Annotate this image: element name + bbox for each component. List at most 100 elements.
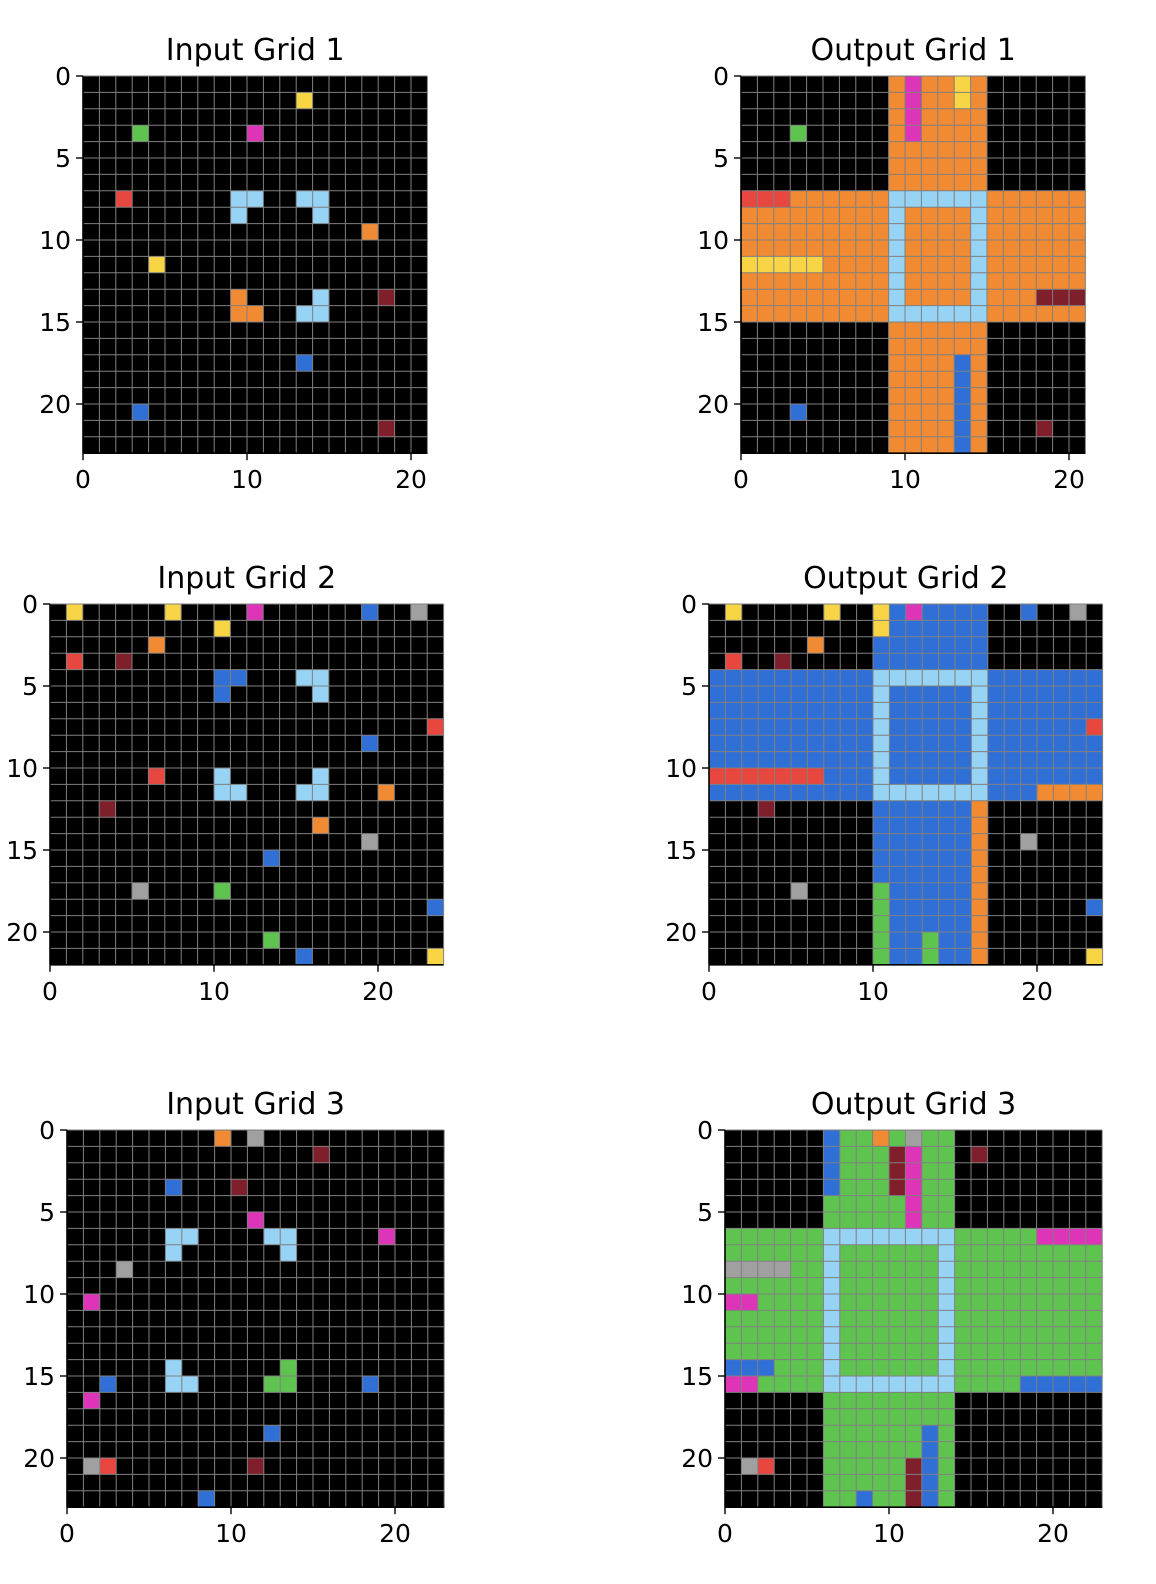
grid-cell bbox=[1036, 272, 1053, 290]
grid-cell bbox=[905, 1294, 922, 1311]
grid-cell bbox=[971, 1146, 988, 1163]
grid-cell bbox=[741, 669, 759, 686]
grid-cell bbox=[1020, 784, 1037, 801]
grid-cell bbox=[905, 1195, 922, 1212]
grid-cell bbox=[1037, 768, 1054, 785]
grid-cell bbox=[807, 1228, 824, 1245]
grid-cell bbox=[889, 1392, 906, 1409]
grid-cell bbox=[773, 272, 791, 290]
grid-cell bbox=[873, 768, 890, 785]
grid-cell bbox=[905, 817, 923, 834]
y-tick-label: 0 bbox=[697, 1116, 713, 1145]
grid-cell bbox=[214, 620, 231, 637]
grid-cell bbox=[889, 702, 906, 719]
grid-cell bbox=[938, 1376, 955, 1393]
grid-cell bbox=[922, 899, 939, 916]
grid-cell bbox=[427, 899, 444, 916]
grid-cell bbox=[1085, 1326, 1103, 1344]
grid-cell bbox=[1019, 256, 1037, 273]
grid-panel-4: Output Grid 2 0 10 20 0 5 10 15 20 bbox=[665, 561, 1104, 1006]
grid-cell bbox=[1052, 190, 1069, 208]
grid-cell bbox=[1020, 669, 1037, 686]
grid-cell bbox=[280, 1228, 297, 1245]
grid-cell bbox=[889, 800, 906, 818]
grid-cell bbox=[807, 702, 824, 719]
grid-cell bbox=[823, 784, 841, 801]
grid-cell bbox=[855, 272, 873, 290]
grid-cell bbox=[773, 223, 791, 240]
grid-cell bbox=[1020, 1261, 1037, 1278]
grid-cell bbox=[987, 1261, 1004, 1278]
grid-cell bbox=[823, 686, 841, 703]
grid-cell bbox=[970, 387, 987, 404]
grid-cell bbox=[954, 190, 971, 208]
grid-cell bbox=[938, 1195, 955, 1212]
grid-cell bbox=[757, 305, 774, 322]
grid-cell bbox=[971, 1310, 988, 1327]
grid-cell bbox=[1053, 1376, 1070, 1393]
grid-cell bbox=[905, 604, 923, 621]
grid-cell bbox=[839, 1359, 857, 1376]
grid-cell bbox=[791, 686, 808, 703]
grid-cell bbox=[888, 387, 905, 404]
grid-cell bbox=[839, 1343, 857, 1360]
grid-cell bbox=[938, 620, 955, 637]
grid-cell bbox=[873, 669, 890, 686]
grid-cell bbox=[1036, 1228, 1053, 1245]
grid-cell bbox=[970, 272, 987, 290]
grid-cell bbox=[774, 751, 791, 768]
grid-cell bbox=[872, 207, 889, 224]
grid-cell bbox=[937, 289, 955, 306]
grid-cell bbox=[987, 1294, 1004, 1311]
grid-cell bbox=[922, 817, 939, 834]
grid-cell bbox=[1003, 1261, 1021, 1278]
grid-cell bbox=[856, 784, 873, 801]
grid-cell bbox=[938, 604, 955, 621]
grid-cell bbox=[1069, 1343, 1086, 1360]
grid-cell bbox=[1053, 1310, 1070, 1327]
grid-cell bbox=[955, 833, 972, 850]
grid-cell bbox=[905, 223, 922, 240]
grid-cell bbox=[938, 768, 955, 785]
grid-cell bbox=[872, 1359, 889, 1376]
grid-cell bbox=[1020, 686, 1037, 703]
grid-cell bbox=[873, 653, 890, 670]
grid-cell bbox=[823, 1294, 840, 1311]
grid-cell bbox=[427, 718, 444, 736]
grid-cell bbox=[181, 1376, 199, 1393]
grid-cell bbox=[938, 1146, 955, 1163]
grid-cell bbox=[873, 800, 890, 818]
grid-cell bbox=[709, 686, 726, 703]
grid-cell bbox=[987, 735, 1005, 752]
grid-cell bbox=[1003, 1326, 1021, 1344]
grid-cell bbox=[807, 784, 824, 801]
grid-cell bbox=[905, 207, 922, 224]
grid-cell bbox=[1053, 686, 1070, 703]
grid-cell bbox=[921, 1490, 939, 1508]
grid-cell bbox=[954, 1359, 971, 1376]
grid-cell bbox=[921, 1162, 939, 1180]
grid-cell bbox=[1020, 1359, 1037, 1376]
grid-cell bbox=[823, 1425, 840, 1442]
grid-cell bbox=[954, 240, 971, 257]
grid-cell bbox=[889, 1277, 906, 1294]
grid-cell bbox=[1003, 1359, 1021, 1376]
grid-cell bbox=[872, 1376, 889, 1393]
grid-cell bbox=[725, 1376, 742, 1393]
grid-cell bbox=[1085, 1310, 1103, 1327]
grid-cell bbox=[971, 899, 988, 916]
grid-cell bbox=[1053, 1326, 1070, 1344]
grid-cell bbox=[954, 141, 971, 158]
grid-cell bbox=[312, 669, 329, 686]
grid-cell bbox=[873, 604, 890, 621]
grid-panel-1: Input Grid 1 0 10 20 0 5 10 15 20 bbox=[39, 33, 428, 494]
grid-cell bbox=[280, 1244, 297, 1262]
grid-cell bbox=[987, 1326, 1004, 1344]
grid-cell bbox=[1003, 305, 1020, 322]
grid-cell bbox=[1086, 948, 1103, 965]
grid-cell bbox=[807, 735, 824, 752]
grid-cell bbox=[757, 207, 774, 224]
grid-cell bbox=[905, 190, 922, 208]
grid-cell bbox=[921, 1408, 939, 1426]
grid-cell bbox=[922, 784, 939, 801]
